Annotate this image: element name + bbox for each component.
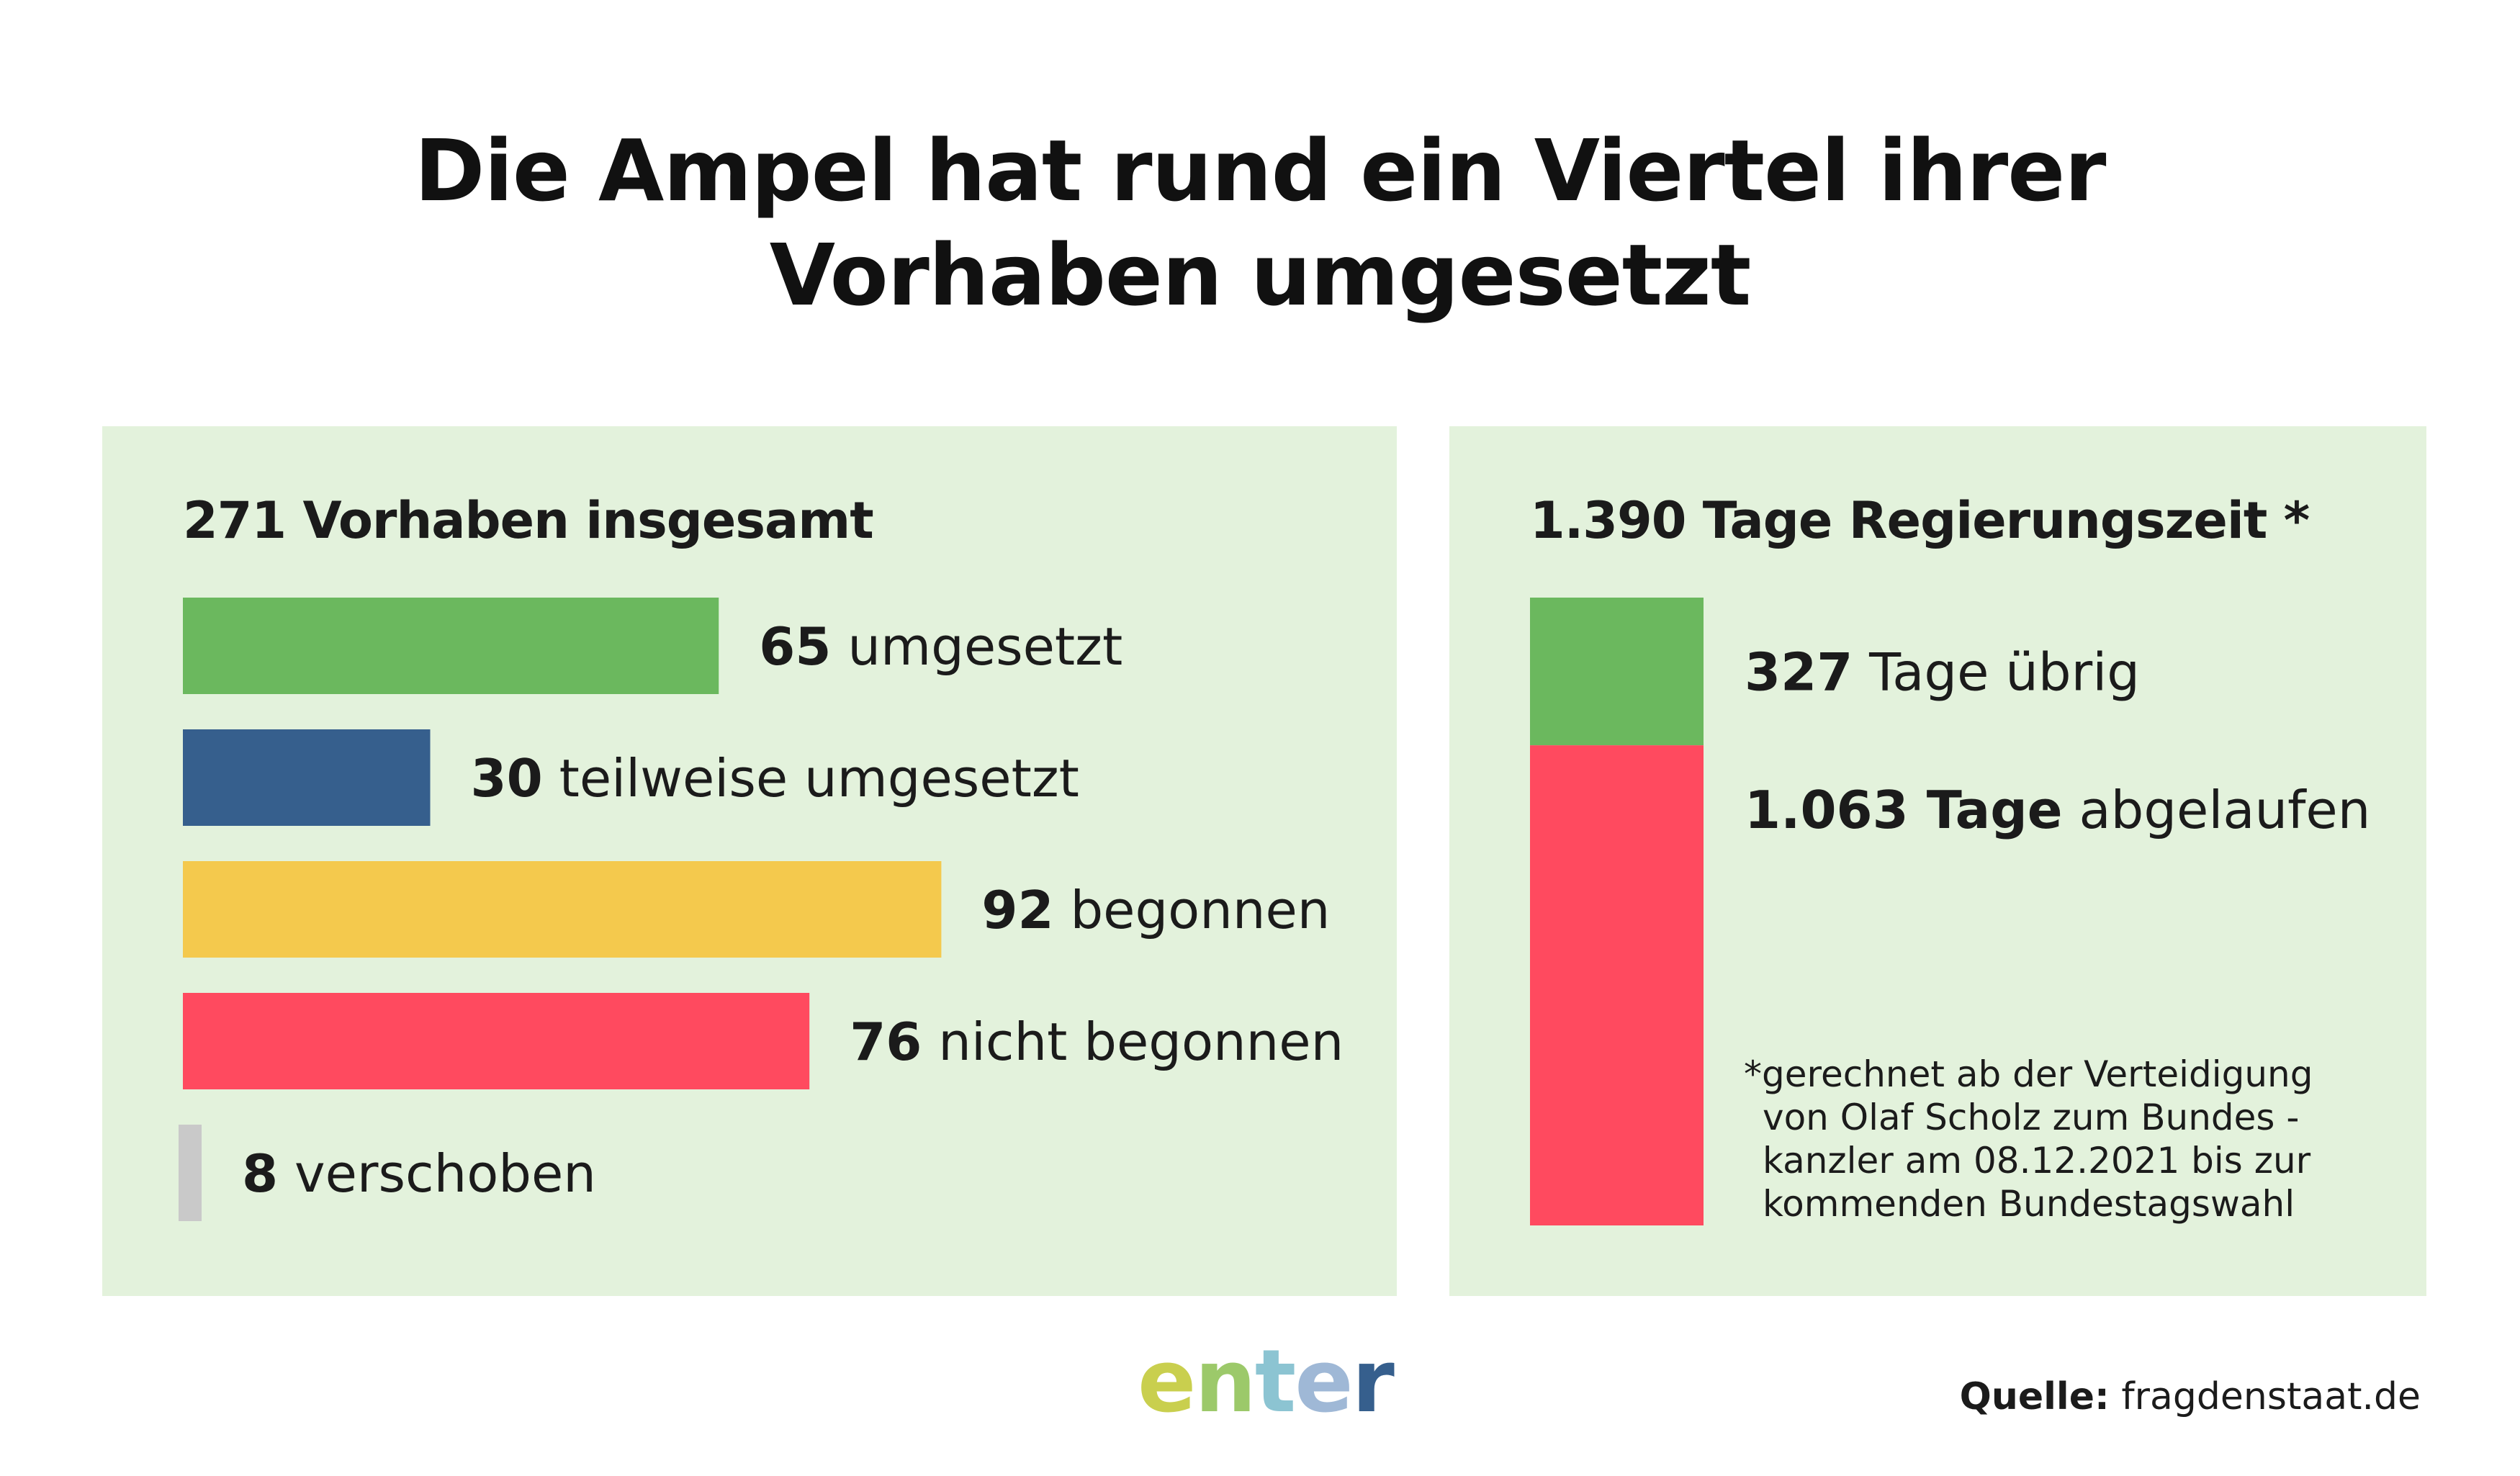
page-title: Die Ampel hat rund ein Viertel ihrer Vor… xyxy=(0,119,2520,328)
source-label: Quelle: xyxy=(1959,1375,2110,1418)
bar-label-nicht-begonnen: 76 nicht begonnen xyxy=(850,1012,1344,1072)
bar-label-text: begonnen xyxy=(1054,880,1331,940)
stack-label-text: abgelaufen xyxy=(2063,780,2371,840)
logo-letter: t xyxy=(1254,1332,1296,1432)
logo-letter: n xyxy=(1194,1332,1256,1432)
bar-label-text: teilweise umgesetzt xyxy=(543,748,1079,809)
term-heading: 1.390 Tage Regierungszeit * xyxy=(1530,491,2310,550)
bar-label-value: 92 xyxy=(981,880,1053,940)
bar-label-value: 30 xyxy=(471,748,543,809)
bar-nicht-begonnen xyxy=(183,993,810,1089)
stack-label-Tage-übrig: 327 Tage übrig xyxy=(1745,642,2140,703)
bar-umgesetzt xyxy=(183,598,719,694)
term-heading-number: 1.390 Tage xyxy=(1530,491,1832,550)
term-heading-text: Regierungszeit * xyxy=(1832,491,2310,550)
plans-panel: 271 Vorhaben insgesamt 65 umgesetzt 30 te… xyxy=(102,426,1397,1296)
plans-heading: 271 Vorhaben insgesamt xyxy=(183,491,874,550)
stack-label-value: 1.063 Tage xyxy=(1745,780,2063,840)
stack-label-Tage-abgelaufen: 1.063 Tage abgelaufen xyxy=(1745,780,2370,840)
bar-label-value: 65 xyxy=(759,616,831,677)
bar-teilweise-umgesetzt xyxy=(183,729,431,826)
title-line-2: Vorhaben umgesetzt xyxy=(769,225,1752,325)
bar-label-value: 8 xyxy=(242,1143,278,1204)
logo-letter: e xyxy=(1295,1332,1353,1432)
source-value: fragdenstaat.de xyxy=(2109,1375,2421,1418)
footnote-line-4: kommenden Bundestagswahl xyxy=(1763,1183,2295,1225)
bar-label-text: verschoben xyxy=(278,1143,596,1204)
bar-label-umgesetzt: 65 umgesetzt xyxy=(759,616,1122,677)
footnote-line-2: von Olaf Scholz zum Bundes - xyxy=(1763,1097,2300,1138)
stack-label-text: Tage übrig xyxy=(1853,642,2140,703)
bar-verschoben xyxy=(179,1125,202,1221)
bar-label-begonnen: 92 begonnen xyxy=(981,880,1330,940)
bar-label-text: umgesetzt xyxy=(831,616,1122,677)
logo-letter: r xyxy=(1351,1332,1395,1432)
enter-logo: enter xyxy=(1138,1332,1395,1432)
logo-letter: e xyxy=(1138,1332,1196,1432)
stack-segment-Tage-übrig xyxy=(1530,598,1704,746)
source-credit: Quelle: fragdenstaat.de xyxy=(1960,1375,2421,1418)
plans-heading-number: 271 xyxy=(183,491,287,550)
stack-label-value: 327 xyxy=(1745,642,1853,703)
term-panel: 1.390 Tage Regierungszeit * 327 Tage übr… xyxy=(1449,426,2426,1296)
bar-begonnen xyxy=(183,861,942,958)
bar-label-text: nicht begonnen xyxy=(922,1012,1344,1072)
plans-bar-chart: 65 umgesetzt 30 teilweise umgesetzt 92 beg… xyxy=(179,598,1344,1221)
bar-label-value: 76 xyxy=(850,1012,922,1072)
title-line-1: Die Ampel hat rund ein Viertel ihrer xyxy=(414,121,2106,220)
stack-segment-Tage-abgelaufen xyxy=(1530,745,1704,1225)
footnote-line-1: *gerechnet ab der Verteidigung xyxy=(1744,1053,2313,1095)
bar-label-teilweise-umgesetzt: 30 teilweise umgesetzt xyxy=(471,748,1079,809)
term-stacked-bar-chart: 327 Tage übrig 1.063 Tage abgelaufen xyxy=(1530,598,2370,1225)
footnote-line-3: kanzler am 08.12.2021 bis zur xyxy=(1763,1140,2311,1182)
plans-heading-text: Vorhaben insgesamt xyxy=(286,491,873,550)
footnote: *gerechnet ab der Verteidigung von Olaf … xyxy=(1744,1053,2313,1225)
bar-label-verschoben: 8 verschoben xyxy=(242,1143,596,1204)
